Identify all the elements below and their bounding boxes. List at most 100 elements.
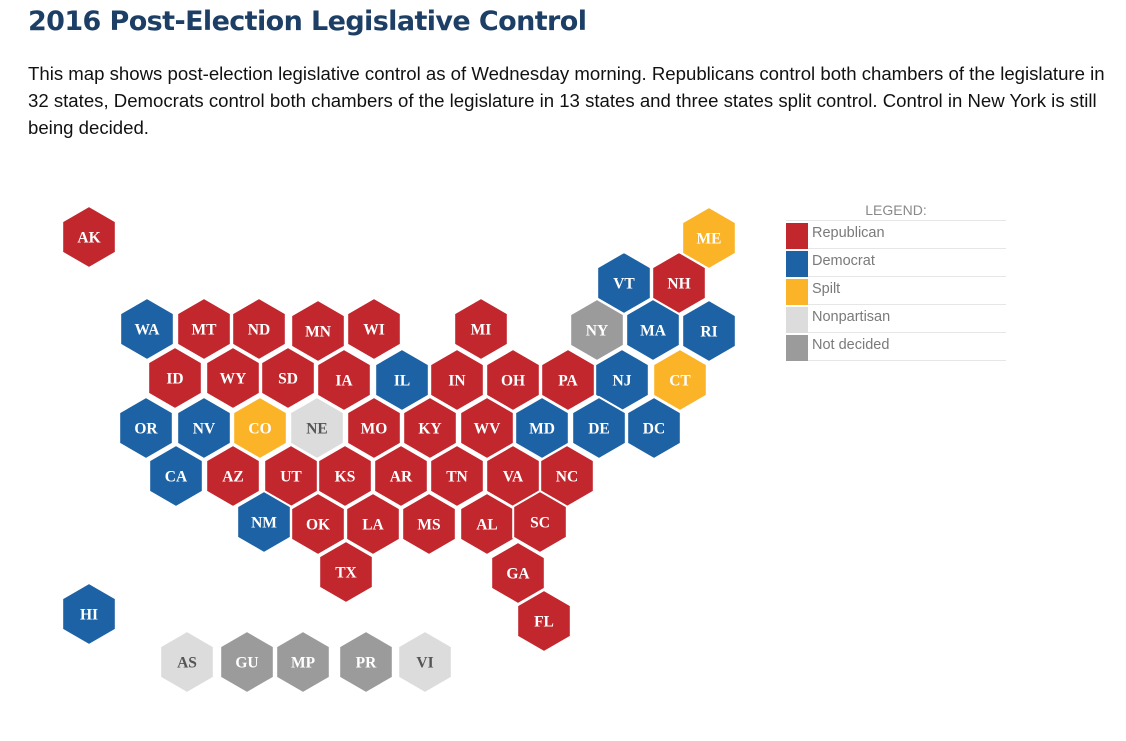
state-hex-shape bbox=[516, 588, 572, 654]
state-hex-ri[interactable]: RI bbox=[681, 298, 737, 364]
state-hex-gu[interactable]: GU bbox=[219, 629, 275, 695]
state-hex-il[interactable]: IL bbox=[374, 347, 430, 413]
legend-label-not-decided: Not decided bbox=[812, 337, 890, 353]
state-hex-shape bbox=[316, 347, 372, 413]
state-hex-pr[interactable]: PR bbox=[338, 629, 394, 695]
state-label: ND bbox=[248, 322, 270, 339]
state-hex-hi[interactable]: HI bbox=[61, 581, 117, 647]
state-hex-shape bbox=[176, 296, 232, 362]
state-label: NY bbox=[586, 323, 608, 340]
state-hex-tn[interactable]: TN bbox=[429, 443, 485, 509]
state-label: NE bbox=[306, 421, 328, 438]
state-label: WA bbox=[135, 322, 161, 339]
state-label: AS bbox=[177, 655, 197, 672]
state-hex-shape bbox=[118, 395, 174, 461]
state-label: MP bbox=[291, 655, 316, 672]
legend-swatch-republican bbox=[786, 223, 808, 249]
state-label: NC bbox=[556, 469, 578, 486]
state-label: PR bbox=[356, 655, 377, 672]
map-description: This map shows post-election legislative… bbox=[28, 63, 1105, 138]
state-hex-nj[interactable]: NJ bbox=[594, 347, 650, 413]
state-hex-vi[interactable]: VI bbox=[397, 629, 453, 695]
state-hex-shape bbox=[219, 629, 275, 695]
state-hex-ky[interactable]: KY bbox=[402, 395, 458, 461]
state-label: HI bbox=[80, 607, 98, 624]
state-hex-sc[interactable]: SC bbox=[512, 489, 568, 555]
page-title: 2016 Post-Election Legislative Control bbox=[28, 6, 587, 37]
legend-swatch-split bbox=[786, 279, 808, 305]
state-hex-wy[interactable]: WY bbox=[205, 345, 261, 411]
state-hex-shape bbox=[346, 395, 402, 461]
state-hex-ct[interactable]: CT bbox=[652, 347, 708, 413]
state-hex-vt[interactable]: VT bbox=[596, 250, 652, 316]
state-hex-fl[interactable]: FL bbox=[516, 588, 572, 654]
legend-item-split: Spilt bbox=[786, 277, 1006, 305]
state-hex-ms[interactable]: MS bbox=[401, 491, 457, 557]
state-hex-ar[interactable]: AR bbox=[373, 443, 429, 509]
legend-item-democrat: Democrat bbox=[786, 249, 1006, 277]
legend-item-nonpartisan: Nonpartisan bbox=[786, 305, 1006, 333]
state-hex-shape bbox=[681, 298, 737, 364]
state-hex-ks[interactable]: KS bbox=[317, 443, 373, 509]
state-hex-nd[interactable]: ND bbox=[231, 296, 287, 362]
state-label: LA bbox=[362, 517, 384, 534]
state-hex-wa[interactable]: WA bbox=[119, 296, 175, 362]
state-label: OR bbox=[134, 421, 158, 438]
legend-label-democrat: Democrat bbox=[812, 253, 875, 269]
state-hex-shape bbox=[148, 443, 204, 509]
state-hex-shape bbox=[429, 443, 485, 509]
state-hex-id[interactable]: ID bbox=[147, 345, 203, 411]
state-hex-az[interactable]: AZ bbox=[205, 443, 261, 509]
state-label: MA bbox=[640, 323, 667, 340]
state-hex-sd[interactable]: SD bbox=[260, 345, 316, 411]
state-label: PA bbox=[558, 373, 578, 390]
state-hex-nm[interactable]: NM bbox=[236, 489, 292, 555]
state-hex-nv[interactable]: NV bbox=[176, 395, 232, 461]
state-hex-co[interactable]: CO bbox=[232, 395, 288, 461]
state-hex-ok[interactable]: OK bbox=[290, 491, 346, 557]
state-label: VT bbox=[613, 276, 635, 293]
state-hex-la[interactable]: LA bbox=[345, 491, 401, 557]
state-label: SC bbox=[530, 515, 550, 532]
state-label: FL bbox=[534, 614, 554, 631]
state-hex-shape bbox=[373, 443, 429, 509]
state-hex-ma[interactable]: MA bbox=[625, 297, 681, 363]
state-hex-me[interactable]: ME bbox=[681, 205, 737, 271]
state-label: UT bbox=[280, 469, 302, 486]
state-label: MT bbox=[192, 322, 218, 339]
state-hex-shape bbox=[338, 629, 394, 695]
legend-label-nonpartisan: Nonpartisan bbox=[812, 309, 891, 325]
state-hex-dc[interactable]: DC bbox=[626, 395, 682, 461]
legend: LEGEND: Republican Democrat Spilt Nonpar… bbox=[786, 200, 1006, 361]
state-label: TN bbox=[446, 469, 468, 486]
state-hex-de[interactable]: DE bbox=[571, 395, 627, 461]
state-label: WI bbox=[363, 322, 385, 339]
state-label: VA bbox=[503, 469, 524, 486]
state-hex-tx[interactable]: TX bbox=[318, 539, 374, 605]
state-hex-shape bbox=[626, 395, 682, 461]
state-label: MD bbox=[529, 421, 555, 438]
state-hex-or[interactable]: OR bbox=[118, 395, 174, 461]
state-label: DE bbox=[588, 421, 610, 438]
state-label: RI bbox=[700, 324, 717, 341]
state-hex-ak[interactable]: AK bbox=[61, 204, 117, 270]
state-hex-ny[interactable]: NY bbox=[569, 297, 625, 363]
state-label: VI bbox=[416, 655, 433, 672]
state-hex-shape bbox=[147, 345, 203, 411]
state-hex-ca[interactable]: CA bbox=[148, 443, 204, 509]
state-hex-mn[interactable]: MN bbox=[290, 298, 346, 364]
legend-label-split: Spilt bbox=[812, 281, 841, 297]
state-hex-wi[interactable]: WI bbox=[346, 296, 402, 362]
state-hex-mp[interactable]: MP bbox=[275, 629, 331, 695]
state-hex-oh[interactable]: OH bbox=[485, 347, 541, 413]
state-hex-shape bbox=[512, 489, 568, 555]
legend-swatch-democrat bbox=[786, 251, 808, 277]
state-hex-mo[interactable]: MO bbox=[346, 395, 402, 461]
state-hex-shape bbox=[61, 204, 117, 270]
state-hex-ia[interactable]: IA bbox=[316, 347, 372, 413]
state-hex-mt[interactable]: MT bbox=[176, 296, 232, 362]
state-hex-as[interactable]: AS bbox=[159, 629, 215, 695]
state-hex-in[interactable]: IN bbox=[429, 347, 485, 413]
state-hex-mi[interactable]: MI bbox=[453, 296, 509, 362]
